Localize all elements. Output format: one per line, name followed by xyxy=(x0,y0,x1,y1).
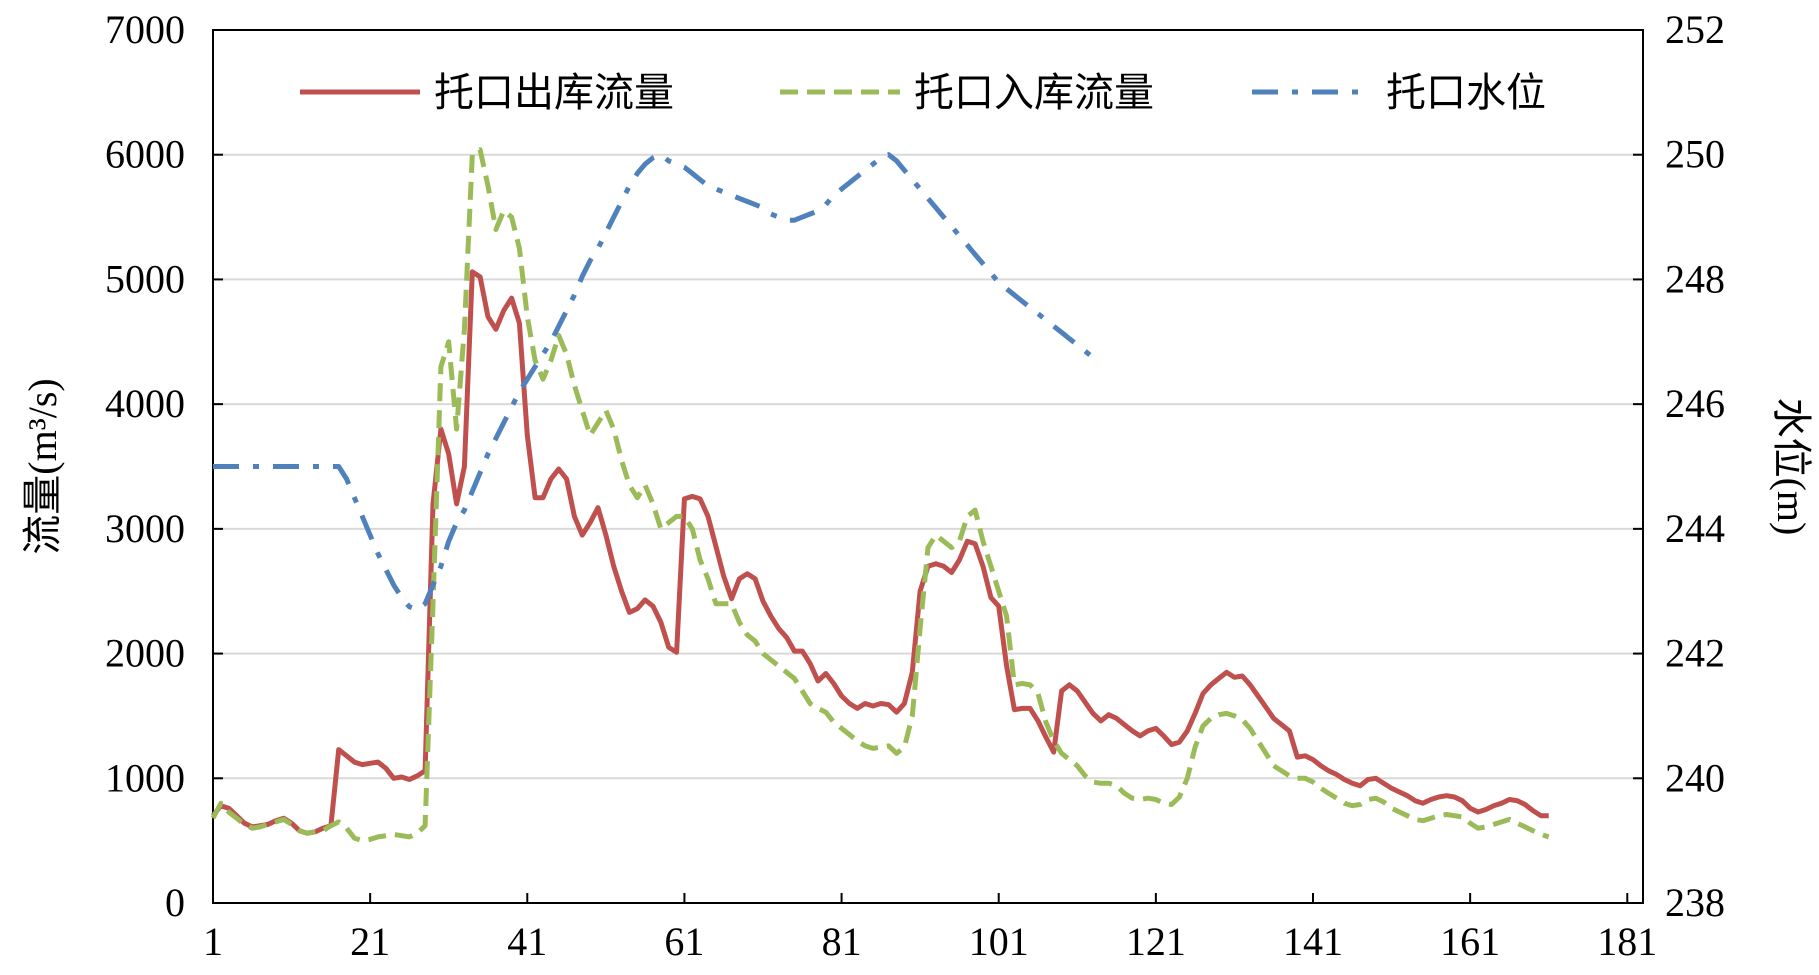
right-y-axis-ticks: 238 240 242 244 246 248 250 252 xyxy=(1633,7,1725,925)
left-y-tick-label: 4000 xyxy=(105,381,185,426)
x-axis-ticks: 1 21 41 61 81 101 121 141 161 181 xyxy=(203,893,1657,964)
legend-label: 托口出库流量 xyxy=(434,70,674,115)
x-tick-label: 41 xyxy=(507,919,547,964)
right-y-tick-label: 250 xyxy=(1665,132,1725,177)
series-line xyxy=(210,147,1550,844)
x-tick-label: 121 xyxy=(1126,919,1186,964)
right-y-tick-label: 238 xyxy=(1665,880,1725,925)
legend-label: 托口水位 xyxy=(1386,70,1546,115)
left-y-tick-label: 5000 xyxy=(105,256,185,301)
x-tick-label: 181 xyxy=(1597,919,1657,964)
left-y-axis-title: 流量(m³/s) xyxy=(20,378,65,554)
x-tick-label: 101 xyxy=(969,919,1029,964)
left-y-tick-label: 3000 xyxy=(105,506,185,551)
right-y-tick-label: 244 xyxy=(1665,506,1725,551)
right-y-tick-label: 248 xyxy=(1665,256,1725,301)
left-y-tick-label: 7000 xyxy=(105,7,185,52)
series-line xyxy=(211,269,1549,836)
series-line xyxy=(213,152,1095,613)
left-y-tick-label: 2000 xyxy=(105,631,185,676)
legend: 托口出库流量 托口入库流量 托口水位 xyxy=(300,70,1546,115)
x-tick-label: 141 xyxy=(1283,919,1343,964)
right-y-tick-label: 242 xyxy=(1665,631,1725,676)
left-y-tick-label: 1000 xyxy=(105,755,185,800)
x-tick-label: 61 xyxy=(664,919,704,964)
right-y-tick-label: 246 xyxy=(1665,381,1725,426)
x-tick-label: 1 xyxy=(203,919,223,964)
left-y-axis-ticks: 0 1000 2000 3000 4000 5000 6000 7000 xyxy=(105,7,223,925)
x-tick-label: 21 xyxy=(350,919,390,964)
legend-label: 托口入库流量 xyxy=(914,70,1154,115)
x-tick-label: 161 xyxy=(1440,919,1500,964)
right-y-axis-title: 水位(m) xyxy=(1769,398,1814,536)
series-lines xyxy=(210,147,1550,844)
right-y-tick-label: 240 xyxy=(1665,755,1725,800)
right-y-tick-label: 252 xyxy=(1665,7,1725,52)
left-y-tick-label: 6000 xyxy=(105,132,185,177)
x-tick-label: 81 xyxy=(822,919,862,964)
left-y-tick-label: 0 xyxy=(165,880,185,925)
